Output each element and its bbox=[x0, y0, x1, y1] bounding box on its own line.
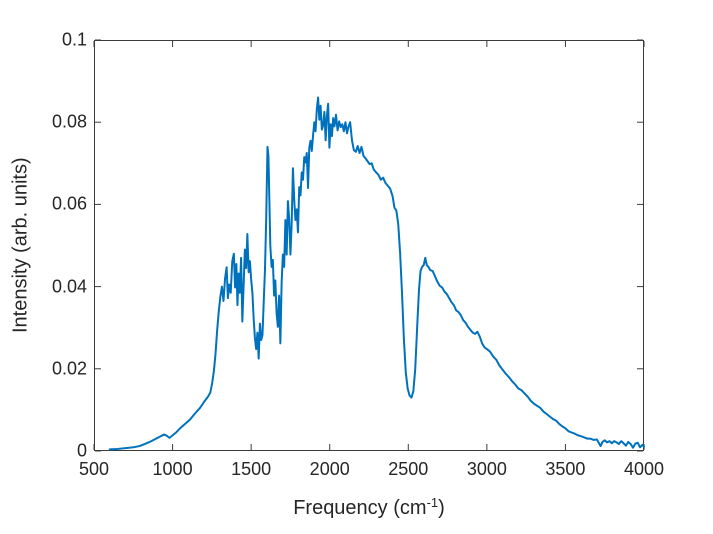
spectrum-trace bbox=[108, 96, 645, 451]
y-tick-label: 0.06 bbox=[51, 193, 87, 214]
y-tick-label: 0.04 bbox=[51, 276, 87, 297]
y-tick-label: 0 bbox=[76, 440, 87, 461]
x-tick-label: 3000 bbox=[466, 459, 507, 479]
x-axis-title: Frequency (cm-1) bbox=[94, 495, 644, 520]
plot-area bbox=[93, 39, 645, 452]
x-tick-label: 500 bbox=[78, 459, 110, 479]
x-tick-label: 3500 bbox=[545, 459, 586, 479]
x-tick-label: 2000 bbox=[309, 459, 350, 479]
y-axis-title: Intensity (arb. units) bbox=[8, 40, 34, 451]
x-tick-label: 2500 bbox=[388, 459, 429, 479]
spectrum-line-chart bbox=[93, 39, 645, 452]
y-axis-title-text: Intensity (arb. units) bbox=[9, 157, 32, 334]
axes-box bbox=[94, 40, 644, 451]
y-tick-label: 0.1 bbox=[61, 29, 87, 50]
x-axis-title-suffix: ) bbox=[438, 497, 445, 519]
y-tick-label: 0.08 bbox=[51, 111, 87, 132]
x-tick-label: 1000 bbox=[152, 459, 193, 479]
y-tick-label: 0.02 bbox=[51, 358, 87, 379]
x-axis-title-text: Frequency (cm bbox=[293, 497, 427, 519]
x-tick-label: 1500 bbox=[231, 459, 272, 479]
x-tick-label: 4000 bbox=[623, 459, 665, 479]
x-axis-title-superscript: -1 bbox=[426, 495, 439, 510]
